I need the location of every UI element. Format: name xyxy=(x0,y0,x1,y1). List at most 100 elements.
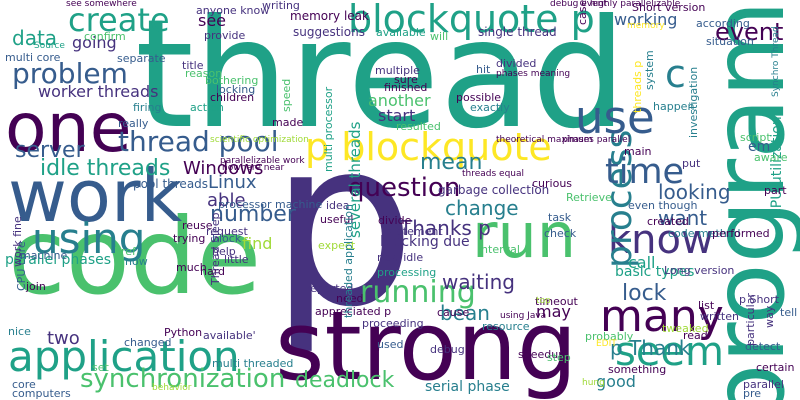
word: thread pool xyxy=(118,125,279,158)
word: useful xyxy=(320,213,354,226)
word: mean xyxy=(420,150,483,175)
word: sure xyxy=(394,73,418,86)
word: event xyxy=(715,18,784,46)
word: p Thank xyxy=(610,336,691,360)
word: divided xyxy=(496,57,537,70)
word: used xyxy=(377,338,404,351)
word: something xyxy=(608,363,667,376)
word: able xyxy=(207,190,246,211)
word: change xyxy=(445,196,519,220)
word: changed xyxy=(124,336,172,349)
word: threads p xyxy=(631,60,644,113)
word: pool threads xyxy=(133,177,209,191)
word: situation xyxy=(706,35,754,48)
word: made xyxy=(272,116,304,129)
word: blockquote p xyxy=(348,0,595,41)
word: data xyxy=(12,26,58,50)
word: see somewhere xyxy=(66,0,137,9)
word: writing xyxy=(262,0,300,12)
word: many xyxy=(600,291,724,342)
word: probably xyxy=(585,330,634,343)
word: speed xyxy=(280,78,293,112)
word: know xyxy=(608,217,714,263)
word: anyone know xyxy=(196,4,270,17)
word: hung xyxy=(582,378,605,388)
word: strong xyxy=(275,292,578,400)
word: start xyxy=(378,106,416,125)
word: using Java xyxy=(500,311,547,321)
word: processor machine xyxy=(218,198,323,211)
word: request xyxy=(206,225,248,238)
word: question xyxy=(348,173,461,203)
word: need xyxy=(336,292,364,305)
word: p xyxy=(270,91,416,358)
word: memory leak xyxy=(290,9,369,23)
word: memory xyxy=(627,21,665,31)
word: Synchro Thread xyxy=(771,26,781,97)
word: help xyxy=(212,245,236,258)
word: little xyxy=(224,253,249,266)
word: written xyxy=(700,310,739,323)
word: multi processor xyxy=(322,86,335,172)
word: part xyxy=(764,184,787,197)
word: main xyxy=(624,145,652,158)
word: idea xyxy=(326,199,350,212)
word: Windows xyxy=(183,158,264,179)
word: want xyxy=(658,206,708,230)
word: multiple xyxy=(375,64,420,77)
word: run xyxy=(472,199,577,272)
word: problem xyxy=(12,57,128,90)
word: performed xyxy=(712,227,770,240)
word: working xyxy=(614,10,678,29)
word: two xyxy=(47,328,80,349)
word: will xyxy=(430,30,449,43)
word: behavior xyxy=(152,383,192,393)
word: detect xyxy=(745,340,781,353)
word: investigation xyxy=(687,66,700,138)
word: nowhere near xyxy=(222,163,285,173)
word: looking xyxy=(658,180,731,204)
word: put xyxy=(682,157,701,170)
word: exactly xyxy=(470,101,510,114)
word: trying xyxy=(173,232,206,245)
word: set xyxy=(92,361,109,374)
word: may xyxy=(536,302,571,321)
word: scientific optimization xyxy=(210,135,309,145)
word: interval xyxy=(478,243,520,256)
word: number xyxy=(210,202,296,227)
word: firing xyxy=(133,101,162,114)
word: p Short xyxy=(739,293,779,306)
word: aware xyxy=(754,151,788,164)
word: way xyxy=(763,305,776,328)
word: new idle xyxy=(377,251,424,264)
word: Long version xyxy=(664,264,735,277)
word: now xyxy=(125,255,148,268)
word: expect xyxy=(318,239,356,252)
word: serial phase xyxy=(425,379,510,395)
word: provide xyxy=(204,29,246,42)
word: seem xyxy=(615,329,725,375)
word: waiting xyxy=(442,270,515,294)
word: possible xyxy=(456,91,502,104)
word: c xyxy=(665,52,686,96)
word: basic types xyxy=(615,264,695,280)
word: running xyxy=(360,275,476,310)
word: parallelizable work xyxy=(220,156,305,166)
word: machine xyxy=(20,249,68,262)
word: garbage collection xyxy=(438,183,550,197)
word: resource xyxy=(482,320,530,333)
word: divide xyxy=(378,214,412,227)
word: action xyxy=(190,101,224,114)
word: certain xyxy=(756,361,795,374)
word: create xyxy=(68,1,170,39)
word: timeout xyxy=(535,295,578,308)
word: script xyxy=(740,131,771,144)
word: bothering xyxy=(205,74,259,87)
word: nice xyxy=(8,325,31,338)
word: application xyxy=(8,332,240,381)
word: p blockquote xyxy=(305,125,552,169)
word: good xyxy=(596,372,636,391)
word: call xyxy=(628,253,656,272)
word: Source xyxy=(34,41,65,51)
